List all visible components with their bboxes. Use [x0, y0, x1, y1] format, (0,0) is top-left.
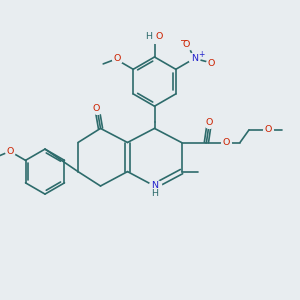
Text: O: O: [264, 125, 272, 134]
Text: O: O: [208, 59, 215, 68]
Text: O: O: [206, 118, 213, 127]
Text: O: O: [155, 32, 162, 41]
Text: −: −: [180, 36, 188, 45]
Text: H: H: [146, 32, 153, 41]
Text: O: O: [6, 147, 14, 156]
Text: O: O: [113, 54, 120, 63]
Text: N: N: [191, 54, 198, 63]
Text: H: H: [151, 189, 158, 198]
Text: O: O: [93, 103, 100, 112]
Text: O: O: [222, 138, 230, 147]
Text: O: O: [183, 40, 190, 49]
Text: +: +: [198, 50, 205, 59]
Text: N: N: [151, 182, 158, 190]
